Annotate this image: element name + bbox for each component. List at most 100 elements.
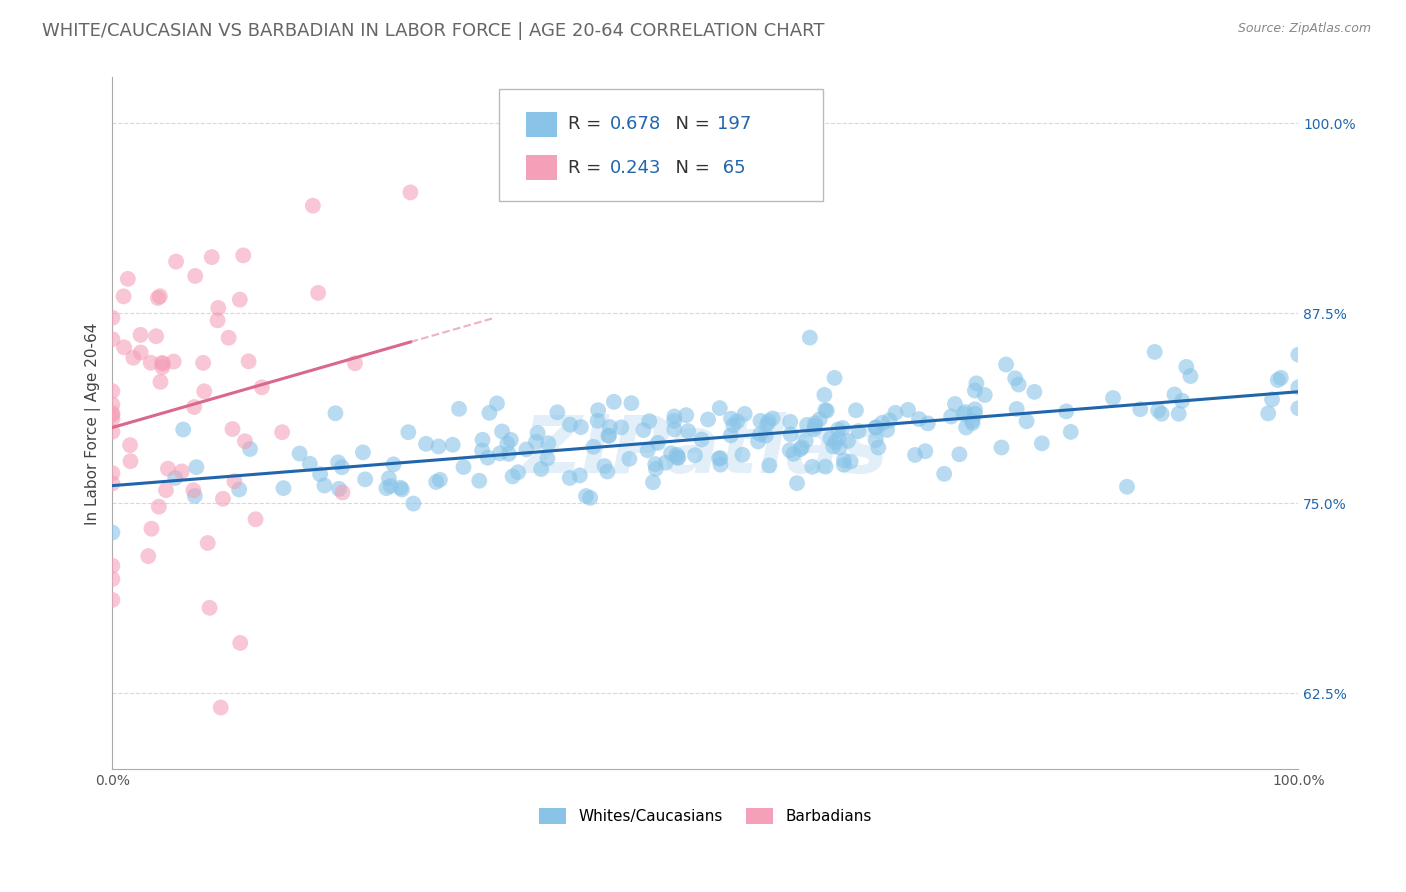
Point [389,481,412,495]
Point [117,272,139,286]
Point [382,458,405,472]
Point [884,406,907,420]
Point [399,186,422,200]
Point [129,327,152,342]
Point [207,301,229,315]
Point [593,459,616,474]
Point [112,289,135,303]
Point [415,437,437,451]
Point [288,446,311,460]
Point [1257,406,1279,420]
Text: WHITE/CAUCASIAN VS BARBADIAN IN LABOR FORCE | AGE 20-64 CORRELATION CHART: WHITE/CAUCASIAN VS BARBADIAN IN LABOR FO… [42,22,825,40]
Point [675,408,697,422]
Point [183,400,205,414]
Point [136,549,159,563]
Point [546,405,568,419]
Point [150,360,173,375]
Point [828,431,851,445]
Text: R =: R = [568,159,607,177]
Point [749,414,772,428]
Point [845,403,868,417]
Point [897,402,920,417]
Point [471,433,494,447]
Point [865,420,887,434]
Point [1261,392,1284,407]
Point [879,413,901,427]
Point [101,412,124,426]
Text: N =: N = [664,159,716,177]
Point [186,460,208,475]
Point [664,414,686,428]
Point [101,558,124,573]
Point [101,408,124,422]
Point [101,398,124,412]
Point [101,384,124,399]
Point [1102,391,1125,405]
Point [207,313,229,327]
Point [201,250,224,264]
Point [647,435,669,450]
Point [709,451,731,466]
Point [352,445,374,459]
Point [191,356,214,370]
Point [209,700,232,714]
Point [229,636,252,650]
Point [391,483,413,497]
Point [515,442,537,457]
Point [683,448,706,462]
Point [832,458,855,472]
Point [101,593,124,607]
Point [934,467,956,481]
Point [569,420,592,434]
Point [828,441,851,455]
Y-axis label: In Labor Force | Age 20-64: In Labor Force | Age 20-64 [86,322,101,524]
Point [150,356,173,370]
Point [720,411,742,425]
Point [302,199,325,213]
Point [453,460,475,475]
Point [755,428,778,442]
Point [429,473,451,487]
Point [558,471,581,485]
Point [101,425,124,439]
Point [1116,480,1139,494]
Point [477,450,499,465]
Point [536,451,558,466]
Point [163,354,186,368]
Point [139,356,162,370]
Point [794,434,817,448]
Point [960,414,983,428]
Point [637,443,659,458]
Point [1286,401,1309,416]
Point [354,472,377,486]
Point [148,500,170,514]
Point [644,457,666,471]
Point [112,340,135,354]
Point [120,438,142,452]
Point [995,358,1018,372]
Point [668,450,690,465]
Point [325,406,347,420]
Text: ZIPatlas: ZIPatlas [523,412,887,490]
Point [734,407,756,421]
Point [156,461,179,475]
Point [229,293,252,307]
Point [145,329,167,343]
Point [396,425,419,440]
Point [1015,414,1038,428]
Point [908,412,931,426]
Point [820,432,842,446]
Point [1054,404,1077,418]
Point [298,457,321,471]
Point [633,423,655,437]
Point [779,415,801,429]
Point [865,420,887,434]
Point [725,414,748,428]
Point [1129,402,1152,417]
Point [804,416,827,430]
Point [723,417,745,432]
Text: 0.678: 0.678 [610,115,661,134]
Point [641,475,664,490]
Point [170,465,193,479]
Point [676,424,699,438]
